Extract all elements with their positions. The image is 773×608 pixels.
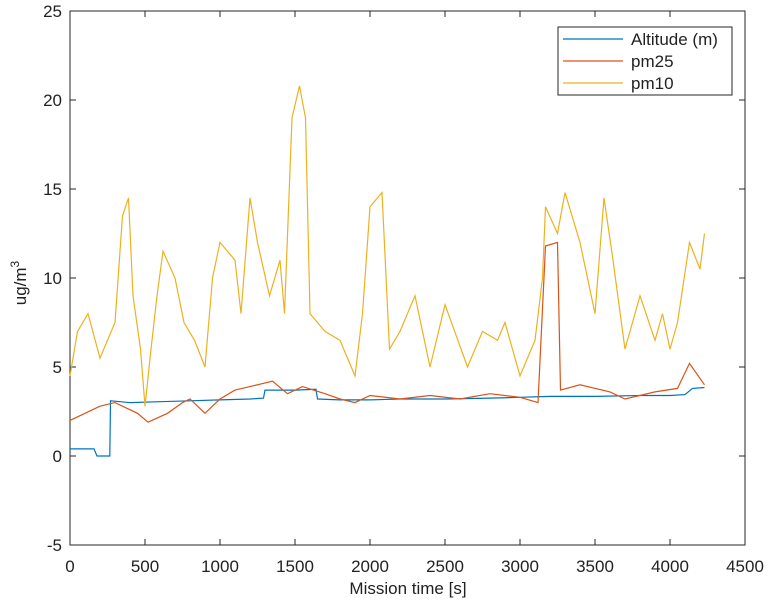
y-tick-label: 15 bbox=[43, 180, 62, 199]
y-tick-label: 5 bbox=[53, 358, 62, 377]
data-line bbox=[69, 241, 705, 423]
legend-label: pm25 bbox=[631, 52, 674, 71]
x-tick-label: 3500 bbox=[576, 557, 614, 576]
y-tick-label: 20 bbox=[43, 91, 62, 110]
x-tick-label: 4000 bbox=[651, 557, 689, 576]
y-tick-label: -5 bbox=[47, 536, 62, 555]
legend-label: Altitude (m) bbox=[631, 30, 718, 49]
x-tick-label: 0 bbox=[65, 557, 74, 576]
x-tick-label: 3000 bbox=[501, 557, 539, 576]
plot-area bbox=[69, 10, 746, 546]
data-line bbox=[70, 386, 705, 457]
x-tick-label: 1000 bbox=[201, 557, 239, 576]
y-axis-label: ug/m3 bbox=[8, 260, 30, 305]
y-tick-label: 25 bbox=[43, 2, 62, 21]
x-axis-label: Mission time [s] bbox=[349, 579, 466, 598]
data-line bbox=[69, 85, 706, 407]
y-axis-label-superscript: 3 bbox=[8, 260, 22, 267]
y-tick-label: 10 bbox=[43, 269, 62, 288]
x-tick-label: 500 bbox=[131, 557, 159, 576]
x-tick-label: 2000 bbox=[351, 557, 389, 576]
x-tick-label: 4500 bbox=[726, 557, 764, 576]
y-axis-label-base: ug/m bbox=[11, 267, 30, 305]
x-tick-label: 1500 bbox=[276, 557, 314, 576]
legend-label: pm10 bbox=[631, 74, 674, 93]
y-tick-label: 0 bbox=[53, 447, 62, 466]
x-tick-label: 2500 bbox=[426, 557, 464, 576]
